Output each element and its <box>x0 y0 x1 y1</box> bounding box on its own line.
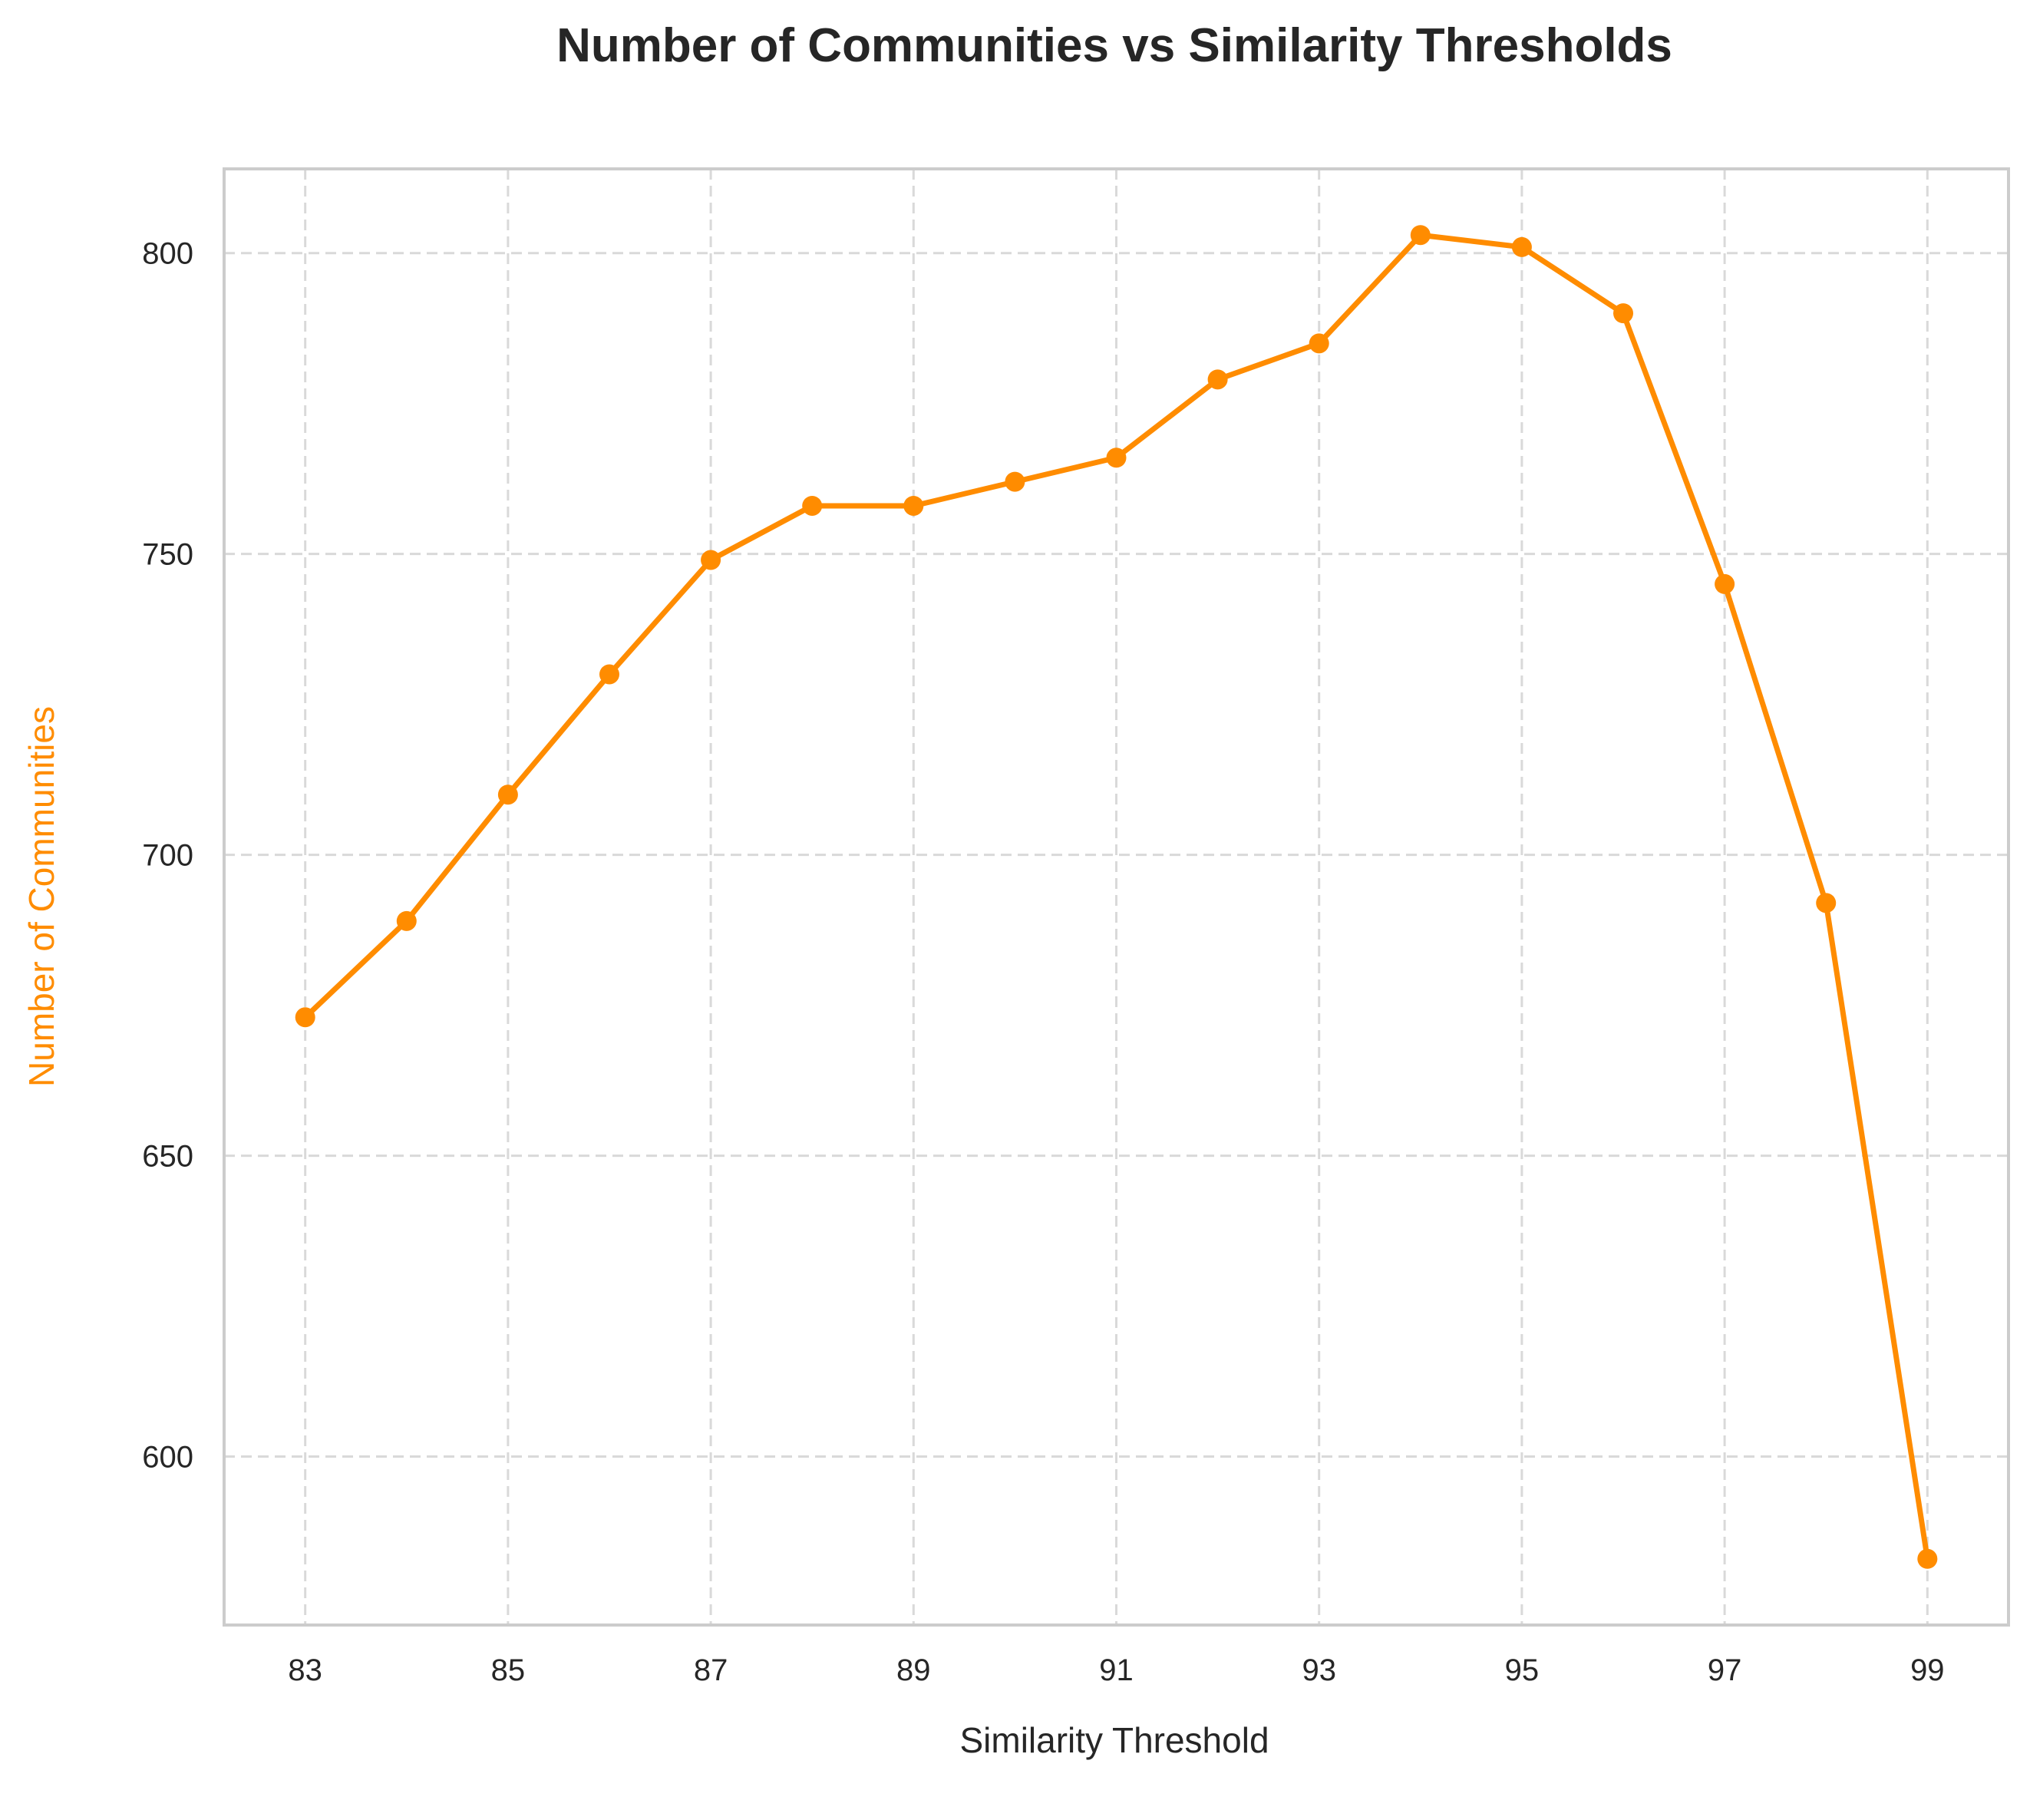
data-point <box>1410 225 1431 246</box>
data-point <box>701 550 721 570</box>
x-axis-label: Similarity Threshold <box>959 1720 1269 1760</box>
data-point <box>295 1007 315 1028</box>
x-tick-label: 97 <box>1708 1653 1742 1687</box>
data-point <box>802 495 823 516</box>
data-points <box>295 225 1938 1569</box>
x-tick-label: 89 <box>896 1653 931 1687</box>
data-point <box>1005 471 1025 492</box>
y-tick-label: 750 <box>142 538 193 572</box>
x-tick-label: 93 <box>1302 1653 1336 1687</box>
data-point <box>1917 1548 1938 1569</box>
y-axis-label: Number of Communities <box>21 706 61 1087</box>
x-tick-label: 99 <box>1910 1653 1945 1687</box>
data-point <box>1511 236 1532 257</box>
data-point <box>599 664 619 685</box>
y-tick-label: 650 <box>142 1140 193 1174</box>
plot-frame <box>223 167 2010 1627</box>
gridlines <box>224 169 2009 1625</box>
x-tick-label: 87 <box>694 1653 728 1687</box>
data-point <box>497 784 518 805</box>
data-point <box>1613 303 1634 324</box>
y-tick-label: 600 <box>142 1441 193 1475</box>
x-tick-label: 83 <box>288 1653 322 1687</box>
x-tick-label: 85 <box>491 1653 526 1687</box>
x-tick-label: 91 <box>1099 1653 1134 1687</box>
data-point <box>1207 369 1228 390</box>
data-point <box>1309 333 1329 354</box>
x-axis-ticks: 83 85 87 89 91 93 95 97 99 <box>288 1653 1944 1687</box>
data-point <box>1106 448 1127 468</box>
y-axis-ticks: 600 650 700 750 800 <box>142 237 193 1475</box>
y-tick-label: 700 <box>142 839 193 873</box>
x-tick-label: 95 <box>1505 1653 1540 1687</box>
data-point <box>396 910 417 931</box>
chart-title: Number of Communities vs Similarity Thre… <box>556 19 1672 72</box>
data-point <box>1816 893 1837 913</box>
data-point <box>1715 573 1735 594</box>
y-tick-label: 800 <box>142 237 193 271</box>
data-point <box>903 495 924 516</box>
